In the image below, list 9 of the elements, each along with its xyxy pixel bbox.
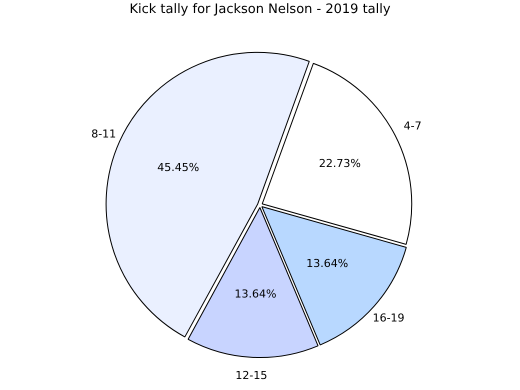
slice-label: 16-19 (372, 311, 405, 324)
data-label: 13.64% (234, 287, 276, 300)
chart-title: Kick tally for Jackson Nelson - 2019 tally (128, 2, 392, 17)
slice-label: 12-15 (235, 369, 268, 382)
slice-label: 4-7 (404, 120, 422, 133)
data-label: 22.73% (318, 156, 361, 170)
data-label: 45.45% (157, 160, 200, 174)
slice-label: 8-11 (91, 127, 116, 140)
data-label: 13.64% (306, 257, 348, 270)
